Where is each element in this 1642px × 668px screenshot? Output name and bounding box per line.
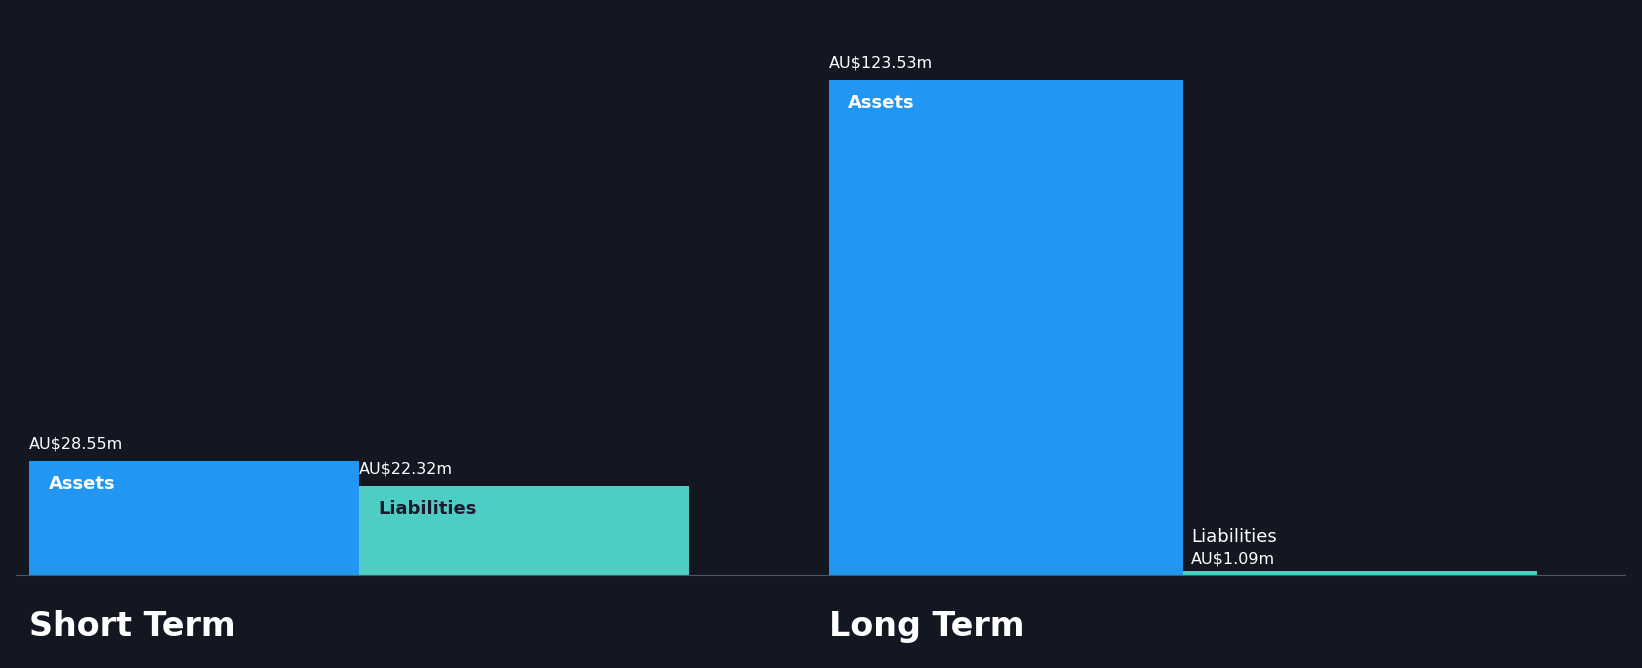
Bar bbox=[360, 486, 690, 575]
Text: Liabilities: Liabilities bbox=[378, 500, 476, 518]
Text: AU$123.53m: AU$123.53m bbox=[829, 55, 933, 71]
Text: Liabilities: Liabilities bbox=[1190, 528, 1277, 546]
Text: AU$28.55m: AU$28.55m bbox=[30, 437, 123, 452]
Text: Short Term: Short Term bbox=[30, 610, 236, 643]
Text: Assets: Assets bbox=[849, 94, 915, 112]
Text: Assets: Assets bbox=[49, 476, 115, 494]
Bar bbox=[1182, 570, 1537, 575]
Bar bbox=[829, 79, 1182, 575]
Text: AU$1.09m: AU$1.09m bbox=[1190, 552, 1276, 566]
Text: Long Term: Long Term bbox=[829, 610, 1025, 643]
Bar bbox=[30, 460, 360, 575]
Text: AU$22.32m: AU$22.32m bbox=[360, 462, 453, 477]
